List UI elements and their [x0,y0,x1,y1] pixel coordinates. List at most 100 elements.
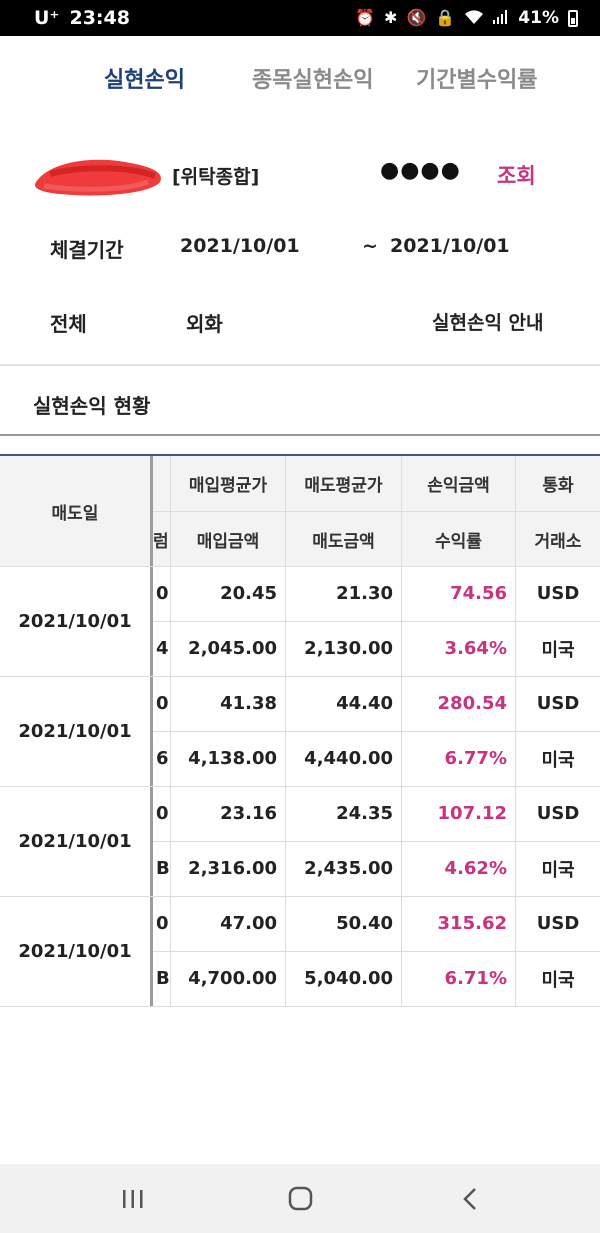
header-sell-avg: 매도평균가 [304,476,383,496]
grid-line [0,896,600,897]
grid-line [0,676,600,677]
return-rate-cell: 6.71% [444,968,507,989]
clipped-cell: 6 [156,748,169,769]
sell-date-cell[interactable]: 2021/10/01 [18,610,132,632]
header-buy-avg: 매입평균가 [188,476,268,496]
clipped-cell: 0 [156,583,169,604]
filter-foreign-currency[interactable]: 외화 [186,312,223,336]
wifi-icon [464,9,484,28]
sell-date-cell[interactable]: 2021/10/01 [18,720,132,742]
divider [0,364,600,366]
carrier-label: U⁺ [34,7,60,29]
buy-amount-cell: 2,316.00 [188,858,277,879]
currency-cell: USD [536,583,580,604]
clipped-cell: 0 [156,913,169,934]
period-label: 체결기간 [50,238,124,262]
buy-amount-cell: 4,700.00 [188,968,277,989]
grid-line [153,841,600,842]
top-tabs: 실현손익 종목실현손익 기간별수익률 [0,36,600,122]
clipped-cell: 0 [156,803,169,824]
date-separator: ~ [362,235,378,257]
tab-realized-pnl[interactable]: 실현손익 [104,68,185,93]
sell-avg-cell: 44.40 [336,693,393,714]
pnl-amount-cell: 315.62 [437,913,507,934]
buy-avg-cell: 20.45 [220,583,277,604]
section-title: 실현손익 현황 [33,394,151,418]
pnl-amount-cell: 280.54 [437,693,507,714]
sell-amount-cell: 2,435.00 [304,858,393,879]
sell-date-cell[interactable]: 2021/10/01 [18,830,132,852]
system-nav-bar [0,1164,600,1233]
grid-line [0,1006,600,1007]
currency-cell: USD [536,693,580,714]
sell-amount-cell: 4,440.00 [304,748,393,769]
clipped-cell: 4 [156,638,169,659]
filter-all[interactable]: 전체 [50,312,87,336]
grid-line [153,951,600,952]
clipped-cell: B [156,968,170,989]
home-icon[interactable] [280,1182,320,1216]
exchange-cell: 미국 [541,969,575,991]
divider [0,434,600,436]
header-sell-amount: 매도금액 [312,531,375,552]
grid-line [150,456,153,1006]
search-button[interactable]: 조회 [497,164,536,188]
table-top-border [0,454,600,456]
header-clipped-top [153,456,170,511]
alarm-icon: ⏰ [355,8,376,27]
buy-avg-cell: 47.00 [220,913,277,934]
clipped-cell: 0 [156,693,169,714]
return-rate-cell: 3.64% [444,638,507,659]
exchange-cell: 미국 [541,749,575,771]
back-icon[interactable] [450,1182,490,1216]
battery-percent: 41% [518,8,559,28]
header-return-rate: 수익률 [435,531,482,552]
password-field[interactable]: ●●●● [380,158,461,183]
tab-stock-realized-pnl[interactable]: 종목실현손익 [252,68,374,93]
battery-icon [568,9,578,27]
clock: 23:48 [69,7,130,29]
return-rate-cell: 6.77% [444,748,507,769]
status-bar: U⁺ 23:48 ⏰ ✱ 🔇 🔒 41% [0,0,600,36]
clipped-cell: B [156,858,170,879]
sell-date-cell[interactable]: 2021/10/01 [18,940,132,962]
exchange-cell: 미국 [541,639,575,661]
grid-line [153,731,600,732]
pnl-amount-cell: 74.56 [450,583,507,604]
currency-cell: USD [536,913,580,934]
date-from-field[interactable]: 2021/10/01 [180,235,300,257]
exchange-cell: 미국 [541,859,575,881]
bluetooth-icon: ✱ [384,8,398,27]
grid-line [153,621,600,622]
filter-row: 전체 외화 실현손익 안내 [0,304,600,340]
header-pnl-amount: 손익금액 [427,476,490,496]
realized-pnl-guide-link[interactable]: 실현손익 안내 [432,312,544,334]
header-exchange: 거래소 [534,531,582,552]
grid-line [0,566,600,567]
tab-period-return[interactable]: 기간별수익률 [416,68,538,93]
header-clipped-bottom: 럼 [153,531,169,552]
grid-line [153,511,600,512]
header-buy-amount: 매입금액 [196,531,260,552]
return-rate-cell: 4.62% [444,858,507,879]
sell-amount-cell: 2,130.00 [304,638,393,659]
header-currency: 통화 [542,476,574,496]
sell-amount-cell: 5,040.00 [304,968,393,989]
pnl-amount-cell: 107.12 [437,803,507,824]
recent-apps-icon[interactable] [113,1182,153,1216]
sell-avg-cell: 24.35 [336,803,393,824]
lock-icon: 🔒 [435,8,456,27]
buy-avg-cell: 41.38 [220,693,277,714]
mute-icon: 🔇 [406,8,427,27]
period-row: 체결기간 2021/10/01 ~ 2021/10/01 [0,230,600,266]
buy-avg-cell: 23.16 [220,803,277,824]
buy-amount-cell: 4,138.00 [188,748,277,769]
date-to-field[interactable]: 2021/10/01 [390,235,510,257]
header-sell-date: 매도일 [51,503,99,524]
grid-line [0,786,600,787]
currency-cell: USD [536,803,580,824]
sell-avg-cell: 50.40 [336,913,393,934]
buy-amount-cell: 2,045.00 [188,638,277,659]
signal-icon [493,9,509,27]
account-number-redaction[interactable] [30,152,170,198]
